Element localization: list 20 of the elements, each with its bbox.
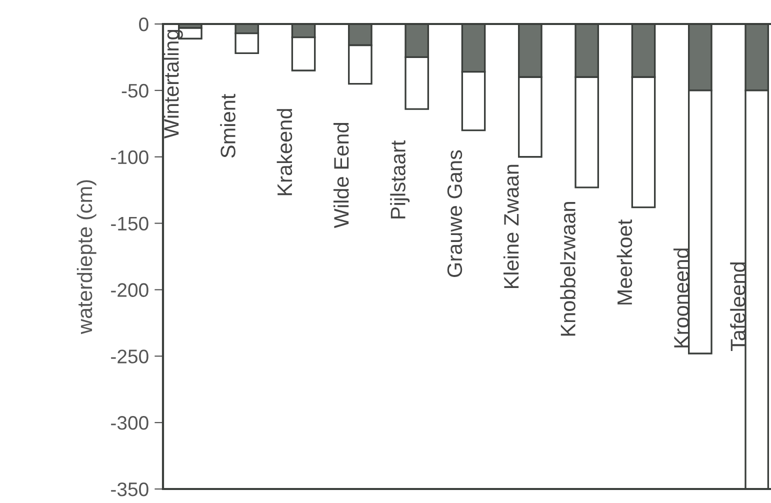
y-tick-label: -250 [111, 350, 148, 364]
x-tick-label: Pijlstaart [390, 140, 410, 218]
x-tick-label: Grauwe Gans [447, 150, 462, 278]
y-tick-label: -150 [111, 216, 148, 231]
x-tick-label: Kleine Zwaan [503, 164, 519, 288]
y-tick-label: -100 [111, 150, 148, 164]
x-tick-label: Krakeend [276, 109, 292, 196]
x-tick-label: Wilde Eend [333, 122, 349, 228]
y-tick-label: -50 [122, 84, 148, 98]
y-tick-label: -300 [111, 416, 148, 430]
y-tick-label: -350 [111, 482, 148, 496]
x-tick-label: Knobbelzwaan [560, 202, 576, 336]
y-tick-label: -200 [111, 283, 148, 297]
x-tick-label: Tafeleend [730, 262, 746, 352]
x-tick-label: Meerkoet [616, 219, 632, 304]
y-axis-title: waterdiepte (cm) [76, 180, 96, 334]
x-tick-label: Wintertaling [163, 30, 183, 139]
y-tick-label: 0 [139, 17, 148, 32]
x-tick-label: Krooneend [673, 248, 689, 348]
x-tick-label: Smient [220, 94, 236, 158]
